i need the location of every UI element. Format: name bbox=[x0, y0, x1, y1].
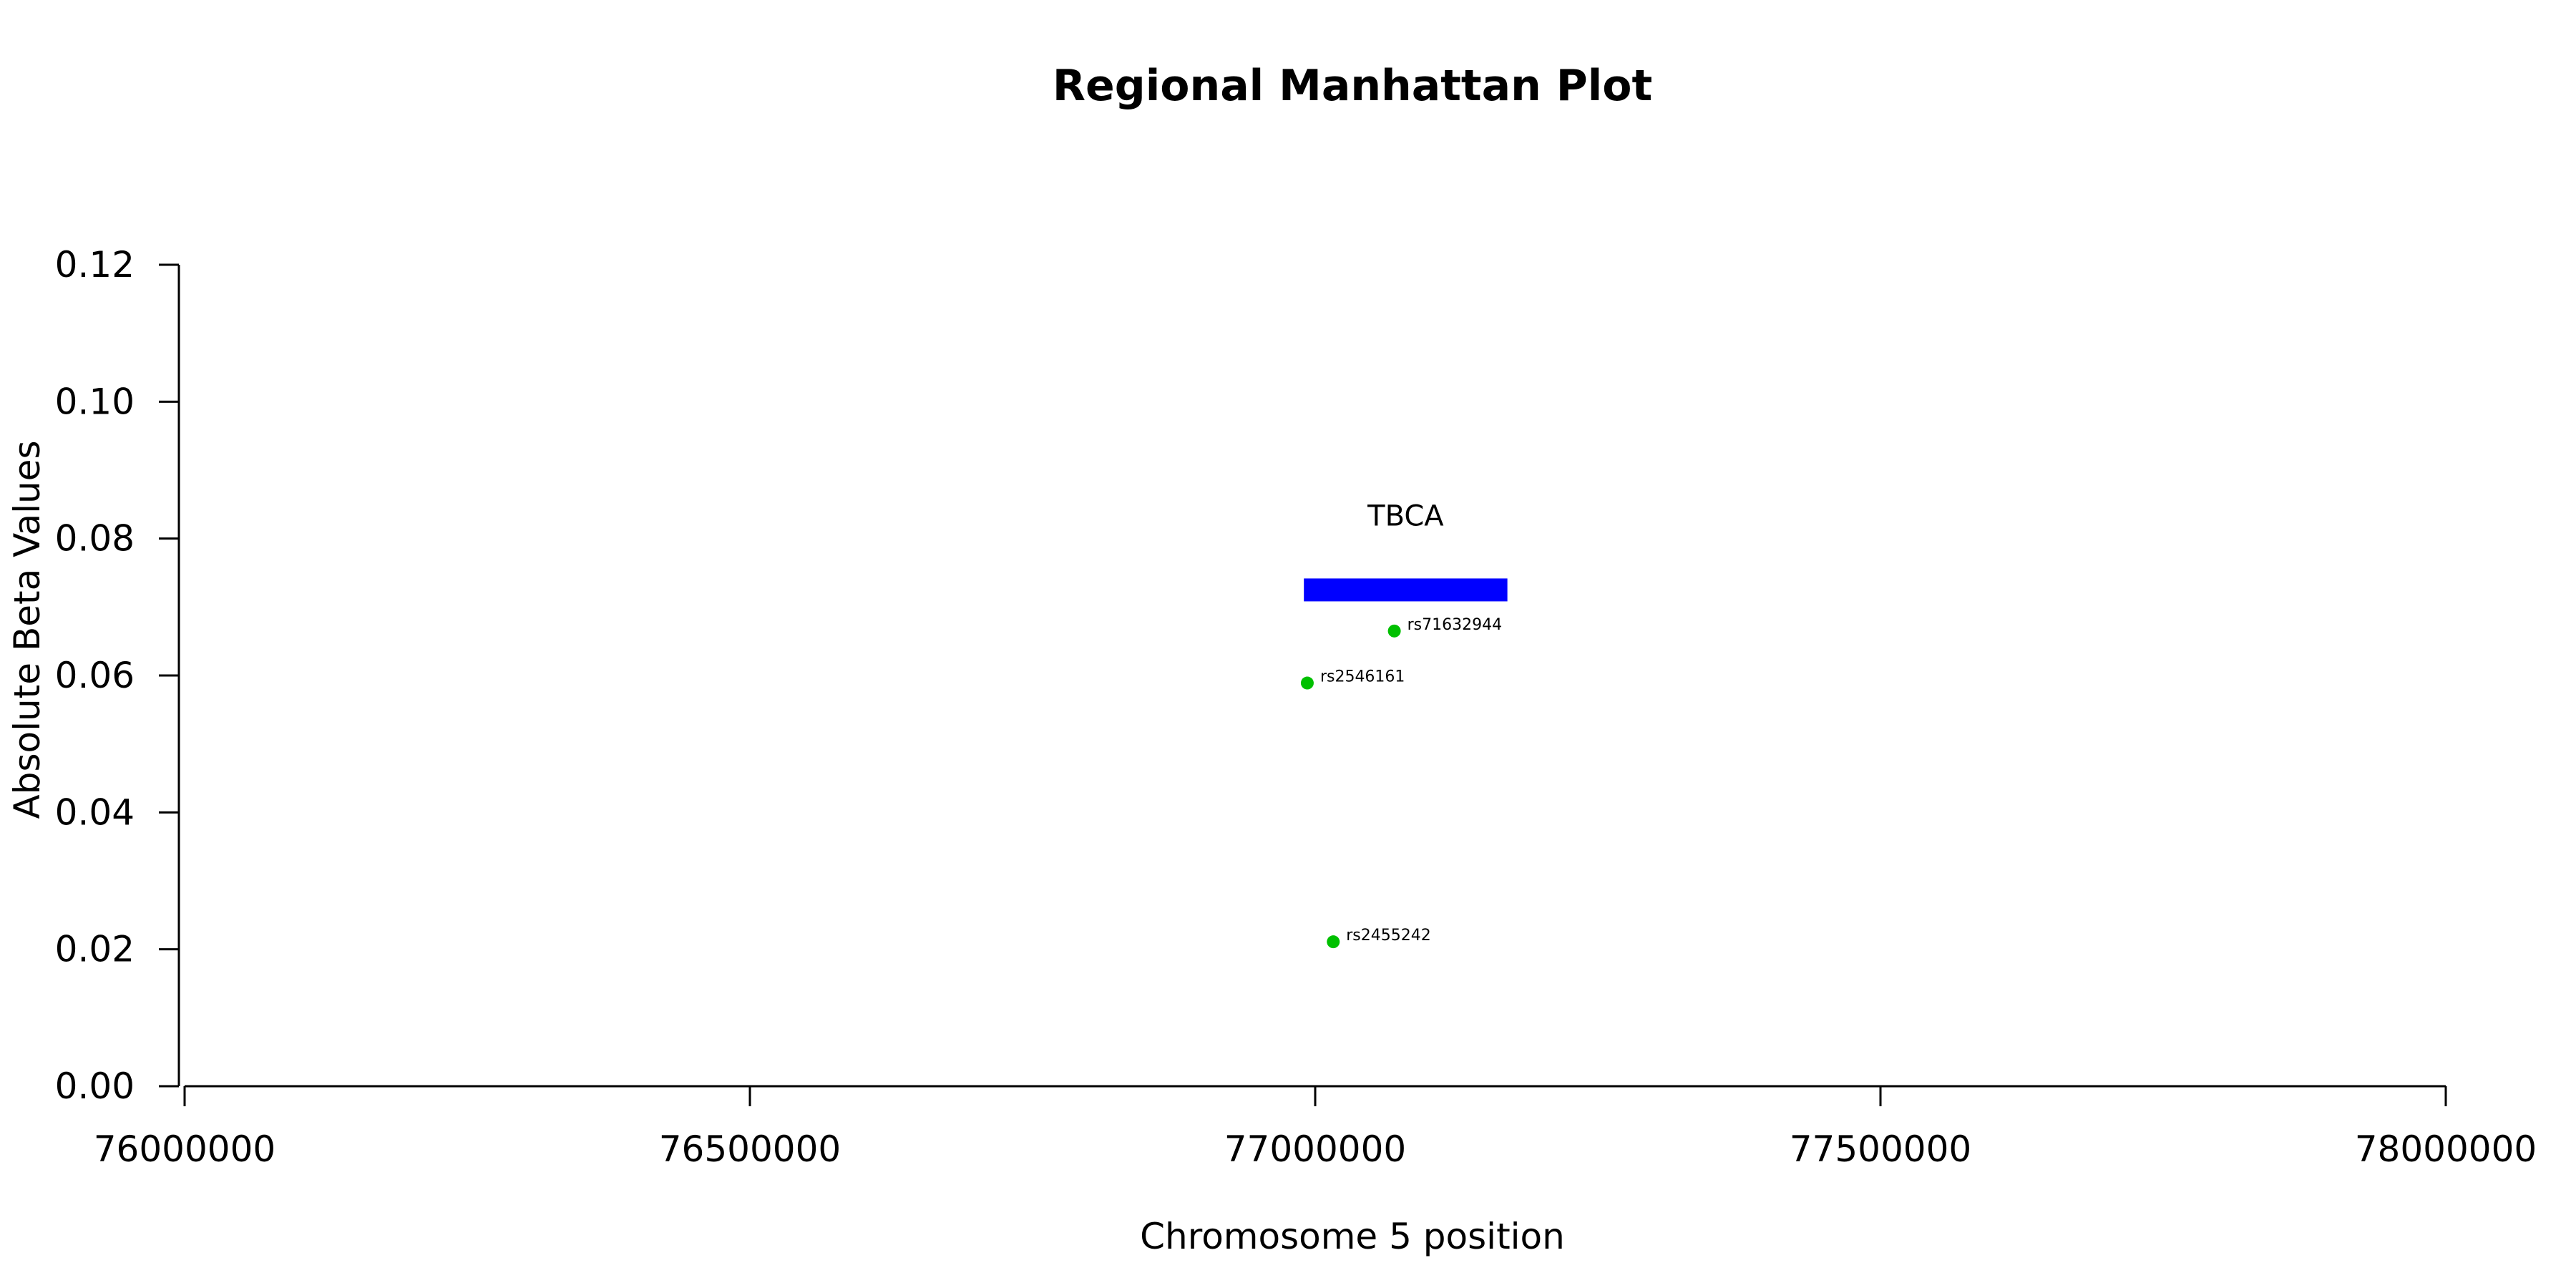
chart-title: Regional Manhattan Plot bbox=[1053, 61, 1652, 111]
snp-label: rs2546161 bbox=[1320, 668, 1405, 686]
x-tick-label: 77500000 bbox=[1790, 1128, 1972, 1170]
x-tick-label: 77000000 bbox=[1224, 1128, 1407, 1170]
snp-point bbox=[1300, 676, 1314, 690]
y-tick-label: 0.08 bbox=[55, 518, 135, 560]
snp-label: rs71632944 bbox=[1407, 616, 1502, 634]
y-tick-label: 0.04 bbox=[55, 791, 135, 833]
y-tick-label: 0.00 bbox=[55, 1065, 135, 1107]
snp-point bbox=[1387, 624, 1401, 638]
x-tick-label: 76000000 bbox=[94, 1128, 276, 1170]
gene-label: TBCA bbox=[1367, 499, 1444, 532]
axes: 0.00 0.02 0.04 0.06 0.08 0.10 0.12 76000000 7650… bbox=[55, 244, 2537, 1170]
y-tick-label: 0.12 bbox=[55, 244, 135, 286]
snp-label: rs2455242 bbox=[1346, 927, 1431, 945]
data-points: rs71632944 rs2546161 rs2455242 bbox=[1300, 616, 1502, 949]
x-tick-label: 76500000 bbox=[659, 1128, 841, 1170]
x-axis-label: Chromosome 5 position bbox=[1140, 1216, 1565, 1257]
y-axis-label: Absolute Beta Values bbox=[6, 441, 48, 819]
y-tick-label: 0.10 bbox=[55, 381, 135, 422]
snp-point bbox=[1327, 935, 1340, 949]
x-tick-label: 78000000 bbox=[2355, 1128, 2537, 1170]
y-tick-label: 0.06 bbox=[55, 655, 135, 696]
gene-bar bbox=[1304, 578, 1508, 602]
y-tick-label: 0.02 bbox=[55, 929, 135, 970]
gene-track: TBCA bbox=[1304, 499, 1508, 602]
